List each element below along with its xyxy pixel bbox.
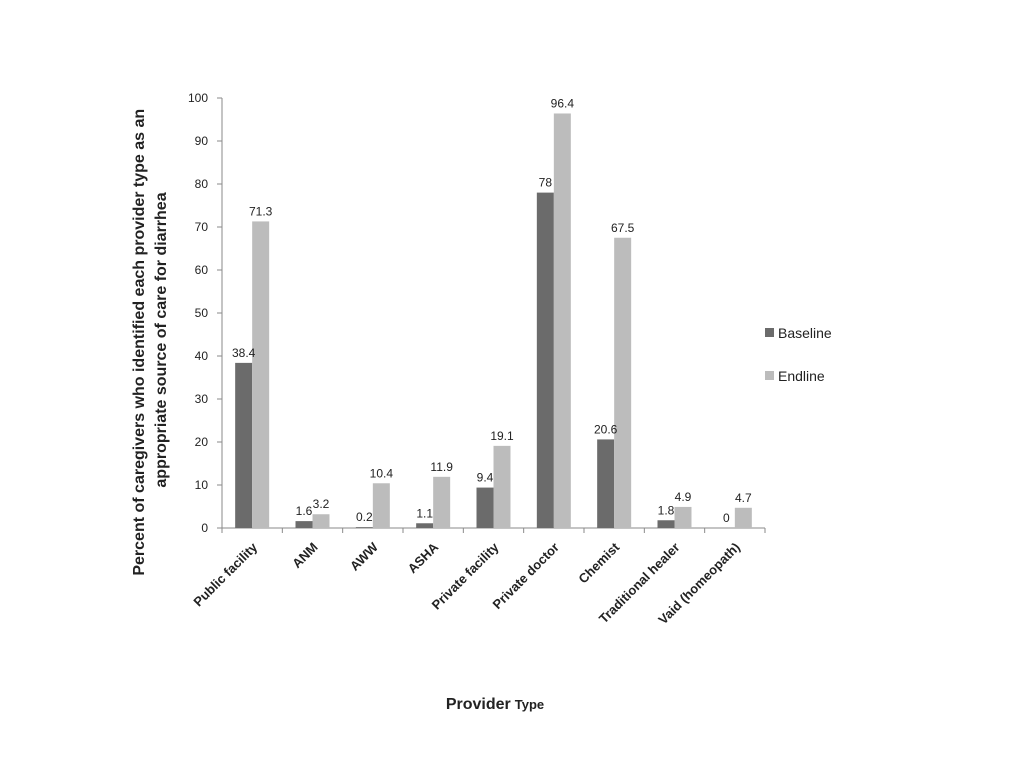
y-tick-label: 50 [195,306,209,320]
y-axis-title: Percent of caregivers who identified eac… [131,104,170,575]
x-axis-title: Provider Type [446,696,544,713]
y-axis-title-line-1: Percent of caregivers who identified eac… [131,109,148,576]
data-label-baseline: 0 [723,511,730,525]
x-tick-label: AWW [347,539,382,574]
x-axis-title-sub: Type [515,697,544,712]
data-label-baseline: 1.8 [658,503,675,517]
bar-endline [553,113,571,528]
data-label-baseline: 38.4 [232,346,256,360]
data-label-endline: 19.1 [490,429,514,443]
bar-baseline [416,523,434,528]
legend: Baseline Endline [765,325,832,384]
bar-baseline [476,487,494,528]
data-label-endline: 67.5 [611,221,635,235]
bar-endline [674,506,692,528]
y-tick-label: 40 [195,349,209,363]
data-labels: 38.4 1.6 0.2 1.1 9.4 78 20.6 1.8 0 71.3 3.2 10.4 11.… [232,96,752,525]
data-label-endline: 10.4 [370,466,394,480]
legend-label-baseline: Baseline [778,325,832,341]
data-label-endline: 4.9 [675,490,692,504]
x-tick-label: ASHA [405,539,442,576]
y-tick-label: 0 [201,521,208,535]
y-tick-label: 20 [195,435,209,449]
data-label-baseline: 20.6 [594,422,618,436]
data-label-endline: 96.4 [551,96,575,110]
x-tick-label: ANM [289,540,321,572]
bar-baseline [355,527,373,528]
data-label-endline: 4.7 [735,491,752,505]
y-axis: 0 10 20 30 40 50 60 70 80 90 100 [188,91,223,535]
y-tick-label: 10 [195,478,209,492]
data-label-baseline: 9.4 [477,471,494,485]
data-label-endline: 71.3 [249,204,273,218]
y-axis-title-line-2: appropriate source of care for diarrhea [153,192,170,487]
bar-endline [614,237,632,528]
bar-endline [433,476,451,528]
data-label-baseline: 1.1 [416,506,433,520]
legend-swatch-endline [765,371,774,380]
x-tick-label: Public facility [190,539,260,609]
y-tick-label: 100 [188,91,208,105]
bar-endline [372,483,390,528]
bar-baseline [536,192,554,528]
data-label-baseline: 78 [539,176,553,190]
bar-endline [312,514,330,528]
data-label-endline: 3.2 [313,497,330,511]
data-label-baseline: 1.6 [296,504,313,518]
bar-endline [734,507,752,528]
y-tick-label: 30 [195,392,209,406]
y-tick-label: 60 [195,263,209,277]
x-tick-label: Chemist [575,539,622,586]
legend-swatch-baseline [765,328,774,337]
y-tick-label: 80 [195,177,209,191]
bar-endline [493,445,511,528]
bar-baseline [597,439,615,528]
bar-baseline [295,521,313,528]
y-tick-label: 70 [195,220,209,234]
data-label-endline: 11.9 [430,460,453,474]
bar-endline [252,221,270,528]
bar-baseline [657,520,675,528]
bars [235,113,752,528]
y-tick-label: 90 [195,134,209,148]
x-axis-title-main: Provider [446,696,511,713]
data-label-baseline: 0.2 [356,510,373,524]
bar-baseline [235,362,253,528]
legend-label-endline: Endline [778,368,825,384]
